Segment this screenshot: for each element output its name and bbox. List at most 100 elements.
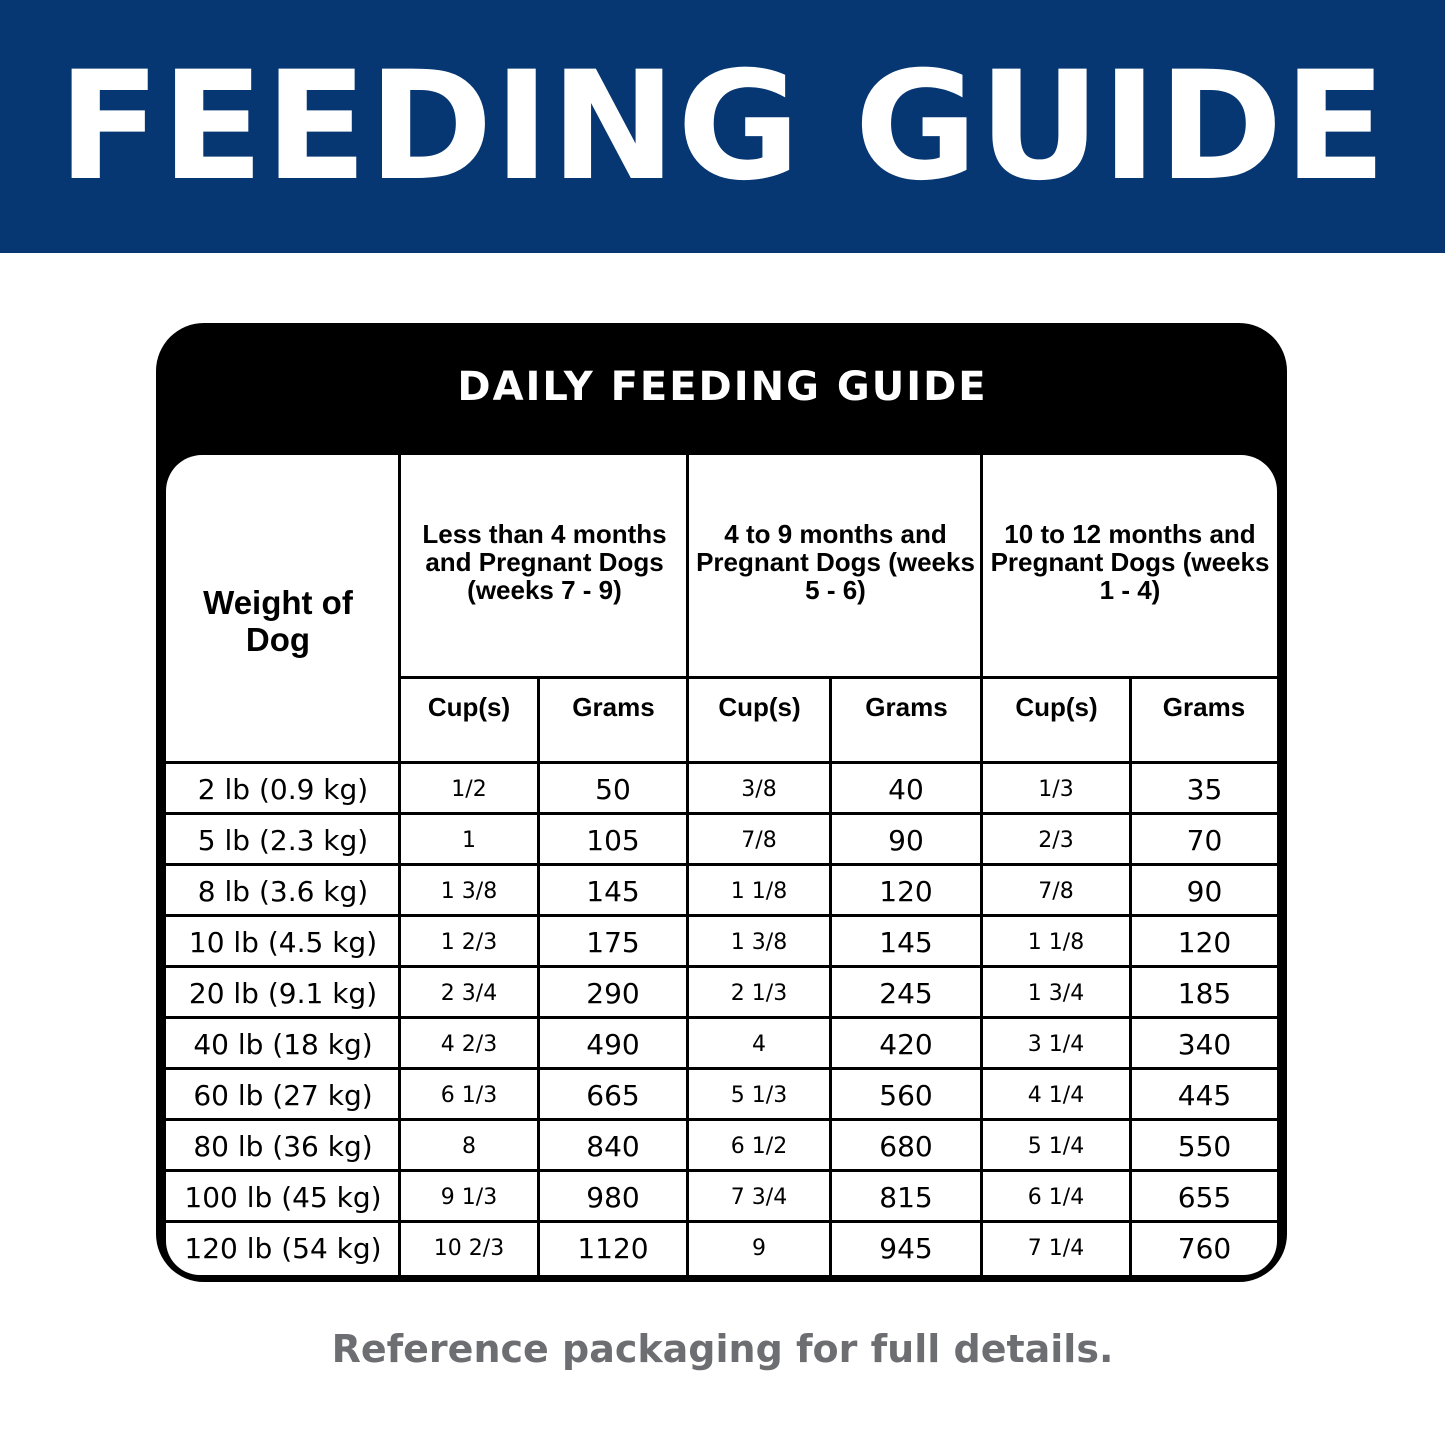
cups-cell: 2/3 bbox=[1038, 828, 1074, 853]
grams-cell: 840 bbox=[586, 1130, 640, 1163]
grams-cell: 245 bbox=[879, 977, 933, 1010]
header-banner: FEEDING GUIDE bbox=[0, 0, 1445, 253]
cups-cell: 10 2/3 bbox=[433, 1236, 505, 1261]
grid-line bbox=[1129, 676, 1132, 1275]
grams-cell: 550 bbox=[1177, 1130, 1232, 1163]
grams-cell: 40 bbox=[888, 773, 924, 806]
weight-cell: 10 lb (4.5 kg) bbox=[188, 926, 378, 959]
cups-cell: 9 1/3 bbox=[440, 1185, 498, 1210]
cups-cell: 7/8 bbox=[741, 828, 777, 853]
grid-line bbox=[398, 455, 401, 1275]
cups-cell: 4 2/3 bbox=[440, 1032, 498, 1057]
grams-cell: 50 bbox=[595, 773, 631, 806]
cups-cell: 5 1/4 bbox=[1027, 1134, 1085, 1159]
sub-header-grams: Grams bbox=[572, 692, 655, 722]
grams-cell: 655 bbox=[1177, 1181, 1232, 1214]
cups-cell: 2 1/3 bbox=[730, 981, 788, 1006]
grams-cell: 185 bbox=[1177, 977, 1232, 1010]
grid-line bbox=[166, 914, 1277, 917]
cups-cell: 2 3/4 bbox=[440, 981, 498, 1006]
cups-cell: 1 3/4 bbox=[1027, 981, 1085, 1006]
weight-cell: 40 lb (18 kg) bbox=[193, 1028, 373, 1061]
grams-cell: 1120 bbox=[577, 1232, 649, 1265]
cups-cell: 5 1/3 bbox=[730, 1083, 788, 1108]
cups-cell: 3/8 bbox=[741, 777, 777, 802]
cups-cell: 4 1/4 bbox=[1027, 1083, 1085, 1108]
grams-cell: 90 bbox=[888, 824, 924, 857]
grams-cell: 105 bbox=[586, 824, 640, 857]
cups-cell: 9 bbox=[752, 1236, 766, 1261]
cups-cell: 1 1/8 bbox=[730, 879, 788, 904]
grams-cell: 980 bbox=[586, 1181, 640, 1214]
cups-cell: 7 3/4 bbox=[730, 1185, 788, 1210]
grams-cell: 680 bbox=[879, 1130, 933, 1163]
grams-cell: 120 bbox=[879, 875, 933, 908]
cups-cell: 1 3/8 bbox=[730, 930, 788, 955]
weight-cell: 2 lb (0.9 kg) bbox=[197, 773, 369, 806]
grid-line bbox=[166, 965, 1277, 968]
weight-cell: 120 lb (54 kg) bbox=[184, 1232, 382, 1265]
grid-line bbox=[166, 1016, 1277, 1019]
weight-cell: 80 lb (36 kg) bbox=[193, 1130, 373, 1163]
age-group-header-2: 4 to 9 months and Pregnant Dogs (weeks 5… bbox=[696, 519, 975, 605]
grid-line bbox=[829, 676, 832, 1275]
grid-line bbox=[400, 676, 1277, 679]
grams-cell: 35 bbox=[1186, 773, 1223, 806]
grams-cell: 145 bbox=[586, 875, 640, 908]
cups-cell: 1 3/8 bbox=[440, 879, 498, 904]
cups-cell: 4 bbox=[752, 1032, 766, 1057]
cups-cell: 3 1/4 bbox=[1027, 1032, 1085, 1057]
grams-cell: 445 bbox=[1177, 1079, 1232, 1112]
grid-line bbox=[166, 812, 1277, 815]
grid-line bbox=[980, 455, 983, 1275]
cups-cell: 1/3 bbox=[1038, 777, 1074, 802]
grams-cell: 340 bbox=[1177, 1028, 1232, 1061]
grams-cell: 760 bbox=[1177, 1232, 1232, 1265]
table-title: DAILY FEEDING GUIDE bbox=[457, 364, 988, 410]
grid-line bbox=[537, 676, 540, 1275]
grams-cell: 90 bbox=[1186, 875, 1223, 908]
weight-cell: 20 lb (9.1 kg) bbox=[188, 977, 378, 1010]
cups-cell: 1 bbox=[462, 828, 476, 853]
footer-note: Reference packaging for full details. bbox=[331, 1327, 1114, 1371]
weight-cell: 60 lb (27 kg) bbox=[193, 1079, 373, 1112]
grams-cell: 70 bbox=[1186, 824, 1223, 857]
grams-cell: 145 bbox=[879, 926, 933, 959]
grams-cell: 490 bbox=[586, 1028, 640, 1061]
grid-line bbox=[166, 1220, 1277, 1223]
page-title: FEEDING GUIDE bbox=[57, 40, 1388, 214]
cups-cell: 1/2 bbox=[451, 777, 487, 802]
grid-line bbox=[166, 1169, 1277, 1172]
cups-cell: 6 1/3 bbox=[440, 1083, 498, 1108]
sub-header-cups: Cup(s) bbox=[427, 692, 511, 722]
grams-cell: 120 bbox=[1177, 926, 1232, 959]
age-group-header-3: 10 to 12 months and Pregnant Dogs (weeks… bbox=[990, 519, 1270, 605]
grams-cell: 815 bbox=[879, 1181, 933, 1214]
grid-line bbox=[166, 761, 1277, 764]
weight-cell: 8 lb (3.6 kg) bbox=[197, 875, 369, 908]
grid-line bbox=[166, 1118, 1277, 1121]
grams-cell: 560 bbox=[879, 1079, 933, 1112]
grams-cell: 175 bbox=[586, 926, 640, 959]
grams-cell: 420 bbox=[879, 1028, 933, 1061]
cups-cell: 6 1/2 bbox=[730, 1134, 788, 1159]
grams-cell: 665 bbox=[586, 1079, 640, 1112]
grid-line bbox=[686, 455, 689, 1275]
cups-cell: 1 1/8 bbox=[1027, 930, 1085, 955]
sub-header-cups: Cup(s) bbox=[1015, 692, 1098, 722]
cups-cell: 8 bbox=[462, 1134, 476, 1159]
weight-cell: 100 lb (45 kg) bbox=[184, 1181, 382, 1214]
age-group-header-1: Less than 4 months and Pregnant Dogs (we… bbox=[422, 519, 667, 605]
sub-header-grams: Grams bbox=[1162, 692, 1246, 722]
grid-line bbox=[166, 1067, 1277, 1070]
weight-column-header: Weight of Dog bbox=[203, 584, 353, 658]
weight-cell: 5 lb (2.3 kg) bbox=[197, 824, 369, 857]
cups-cell: 7/8 bbox=[1038, 879, 1074, 904]
grid-line bbox=[166, 863, 1277, 866]
cups-cell: 1 2/3 bbox=[440, 930, 498, 955]
grams-cell: 945 bbox=[879, 1232, 933, 1265]
sub-header-cups: Cup(s) bbox=[718, 692, 801, 722]
sub-header-grams: Grams bbox=[865, 692, 948, 722]
grams-cell: 290 bbox=[586, 977, 640, 1010]
cups-cell: 6 1/4 bbox=[1027, 1185, 1085, 1210]
